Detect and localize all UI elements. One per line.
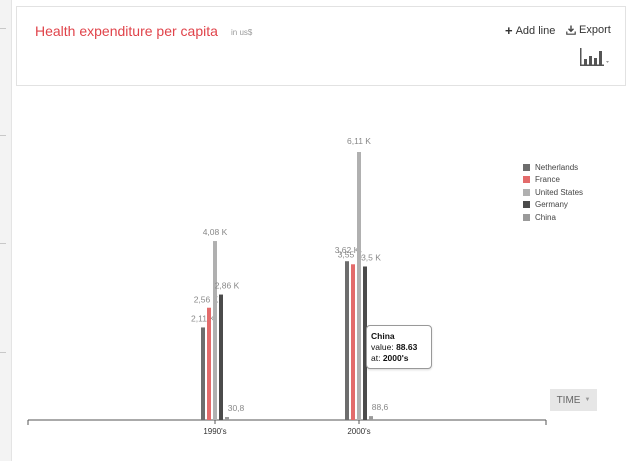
axis-tick [0,352,6,353]
bar-china[interactable] [225,417,229,420]
tooltip-at-label: at: [371,353,381,363]
legend-label: China [535,212,556,222]
legend-swatch [523,176,530,184]
x-tick-label: 1990's [203,427,226,436]
plus-icon: + [505,23,513,38]
legend-item-netherlands[interactable]: Netherlands [523,161,583,174]
legend-swatch [523,188,530,196]
legend-label: Germany [535,200,568,210]
legend-item-china[interactable]: China [523,211,583,224]
legend-item-france[interactable]: France [523,174,583,187]
data-label: 2,11 K [191,313,215,323]
axis-tick [0,135,6,136]
download-icon [566,25,576,35]
tooltip-at: 2000's [382,353,409,363]
bar-china[interactable] [369,416,373,420]
bar-united-states[interactable] [213,241,217,420]
legend-item-germany[interactable]: Germany [523,199,583,212]
data-label: 4,08 K [203,227,228,237]
chart-type-selector[interactable] [578,44,610,68]
data-label: 30,8 [228,403,245,413]
axis-tick [0,28,6,29]
bar-chart-icon [580,48,609,66]
export-button[interactable]: Export [566,24,611,36]
bar-france[interactable] [207,307,211,420]
legend-label: United States [535,187,584,197]
chevron-down-icon: ▼ [584,397,591,403]
data-label: 2,86 K [215,281,240,291]
add-line-button[interactable]: + Add line [505,24,555,37]
time-dropdown-button[interactable]: TIME ▼ [550,389,597,411]
data-label: 88,6 [372,402,389,412]
tooltip-at-row: at: 2000's [371,353,431,364]
bar-france[interactable] [351,264,355,420]
tooltip: China value: 88.63 at: 2000's [366,325,432,369]
chart-header-panel: Health expenditure per capita in us$ + A… [16,6,626,86]
legend-swatch [523,213,530,221]
bar-germany[interactable] [363,266,367,420]
x-tick-label: 2000's [347,427,370,436]
data-label: 3,62 K [335,245,360,255]
export-label: Export [579,24,611,36]
axis-tick [0,243,6,244]
bar-netherlands[interactable] [201,327,205,420]
legend-label: France [535,175,560,185]
data-label: 3,5 K [361,252,381,262]
bar-united-states[interactable] [357,152,361,420]
data-label: 6,11 K [347,136,371,146]
legend-label: Netherlands [535,162,579,172]
bar-netherlands[interactable] [345,261,349,420]
time-label: TIME [556,394,581,406]
legend: Netherlands France United States Germany Chi… [523,161,583,224]
legend-swatch [523,201,530,209]
chart-unit: in us$ [231,28,253,37]
tooltip-value: 88.63 [396,342,418,352]
tooltip-value-row: value: 88.63 [371,342,431,353]
left-axis-strip [0,0,12,461]
legend-swatch [523,163,530,171]
tooltip-value-label: value: [371,342,394,352]
tooltip-series: China [371,331,395,341]
add-line-label: Add line [515,24,556,37]
bar-germany[interactable] [219,294,223,420]
legend-item-united-states[interactable]: United States [523,186,583,199]
chart-title: Health expenditure per capita [35,23,218,39]
